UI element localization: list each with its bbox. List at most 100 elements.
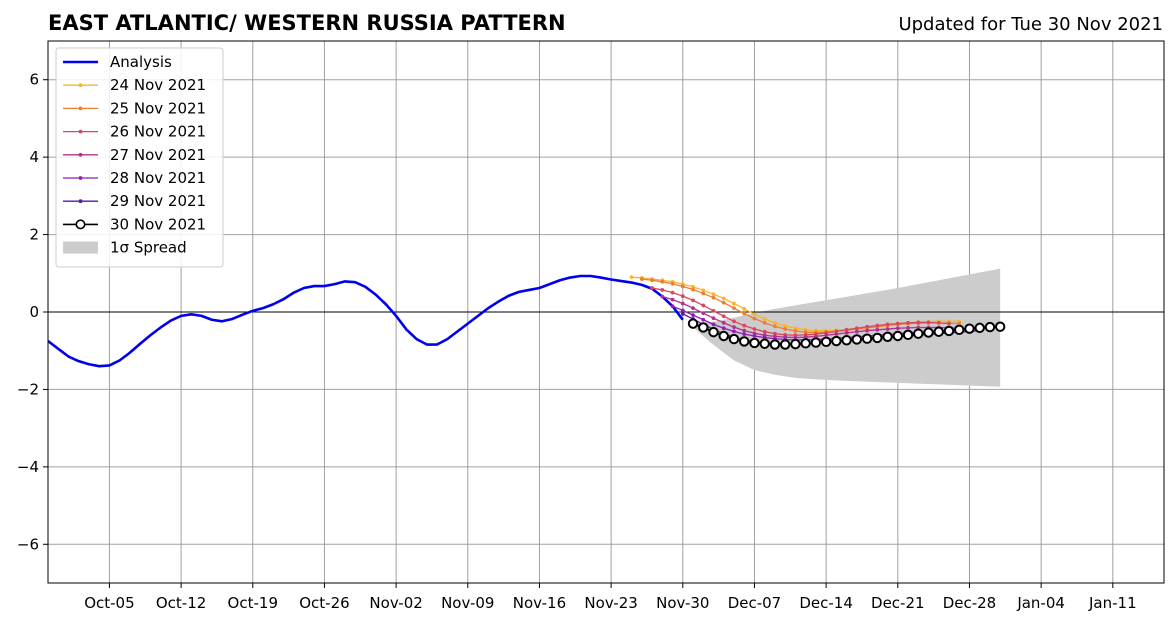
forecast-marker <box>718 330 729 342</box>
plot-content <box>48 268 1164 387</box>
legend-label: 25 Nov 2021 <box>110 99 206 117</box>
legend-marker <box>78 106 83 111</box>
forecast-marker <box>708 326 719 338</box>
forecast-marker <box>885 327 890 331</box>
forecast-marker <box>762 329 767 334</box>
forecast-marker <box>865 324 870 329</box>
forecast-marker <box>711 292 716 297</box>
forecast-marker <box>698 322 709 333</box>
legend-label: 26 Nov 2021 <box>110 123 206 141</box>
forecast-marker <box>854 329 859 334</box>
forecast-marker <box>721 314 726 319</box>
forecast-marker <box>687 318 699 329</box>
legend-label: 28 Nov 2021 <box>110 169 206 187</box>
forecast-marker <box>865 328 870 333</box>
legend-label: 30 Nov 2021 <box>110 215 206 233</box>
y-tick-label: −6 <box>17 535 39 553</box>
x-tick-label: Oct-05 <box>84 594 134 612</box>
forecast-marker <box>875 323 880 328</box>
x-tick-label: Jan-04 <box>1016 594 1065 612</box>
legend-marker <box>78 199 83 204</box>
y-tick-label: 0 <box>29 303 39 321</box>
x-tick-label: Nov-23 <box>584 594 637 612</box>
forecast-marker <box>790 338 801 350</box>
forecast-marker <box>885 322 890 327</box>
forecast-marker <box>933 326 944 337</box>
forecast-marker <box>680 294 685 299</box>
forecast-marker <box>779 339 791 350</box>
forecast-marker <box>936 320 941 325</box>
forecast-marker <box>752 327 757 331</box>
forecast-marker <box>691 298 695 303</box>
legend-marker <box>78 129 83 134</box>
forecast-marker <box>742 306 747 311</box>
analysis-line <box>48 274 684 368</box>
legend-marker <box>78 83 83 88</box>
forecast-marker <box>964 323 975 334</box>
forecast-marker <box>772 324 777 329</box>
y-tick-label: 6 <box>29 71 39 89</box>
legend-swatch <box>63 241 98 254</box>
legend-label: 1σ Spread <box>110 239 187 257</box>
forecast-marker <box>742 328 747 333</box>
forecast-marker <box>721 326 726 331</box>
forecast-marker <box>691 306 695 311</box>
forecast-marker <box>974 322 985 334</box>
forecast-marker <box>954 324 965 336</box>
forecast-marker <box>800 338 811 349</box>
x-tick-label: Dec-21 <box>871 594 925 612</box>
forecast-marker <box>691 313 695 318</box>
forecast-marker <box>639 277 644 282</box>
forecast-marker <box>923 327 934 338</box>
forecast-marker <box>844 330 849 335</box>
legend-label: 29 Nov 2021 <box>110 192 206 210</box>
forecast-marker <box>650 286 655 290</box>
forecast-marker <box>670 304 675 309</box>
y-tick-label: −2 <box>17 380 39 398</box>
forecast-marker <box>841 335 852 346</box>
x-tick-label: Nov-09 <box>441 594 494 612</box>
chart-title: EAST ATLANTIC/ WESTERN RUSSIA PATTERN <box>48 11 566 35</box>
forecast-marker <box>711 308 716 313</box>
forecast-marker <box>861 333 873 344</box>
chart-subtitle: Updated for Tue 30 Nov 2021 <box>898 14 1163 35</box>
forecast-marker <box>913 328 924 339</box>
x-tick-label: Nov-16 <box>513 594 566 612</box>
forecast-marker <box>742 332 747 337</box>
forecast-marker <box>680 301 685 306</box>
forecast-marker <box>902 329 914 341</box>
forecast-marker <box>728 333 740 345</box>
forecast-marker <box>906 325 910 330</box>
forecast-marker <box>721 296 726 301</box>
x-tick-label: Jan-11 <box>1088 594 1137 612</box>
forecast-marker <box>895 321 900 326</box>
forecast-marker <box>752 316 757 321</box>
forecast-marker <box>670 281 675 286</box>
plot-area: Oct-05 Oct-12 Oct-19 Oct-26 Nov-02 Nov-09 Nov-… <box>17 40 1165 612</box>
forecast-marker <box>906 320 910 325</box>
forecast-marker <box>943 325 955 337</box>
forecast-marker <box>650 278 655 283</box>
forecast-marker <box>810 337 822 348</box>
x-tick-label: Nov-02 <box>369 594 422 612</box>
forecast-marker <box>742 323 747 328</box>
forecast-marker <box>721 300 726 305</box>
legend-marker <box>75 219 86 230</box>
forecast-marker <box>772 320 777 325</box>
forecast-marker <box>820 336 832 348</box>
legend-box <box>55 47 224 268</box>
forecast-marker <box>783 327 788 331</box>
forecast-marker <box>732 306 736 311</box>
forecast-marker <box>670 290 675 295</box>
forecast-marker <box>721 320 726 325</box>
forecast-marker <box>854 326 859 331</box>
legend-label: 27 Nov 2021 <box>110 146 206 164</box>
forecast-marker <box>769 339 781 350</box>
x-tick-label: Oct-26 <box>299 594 349 612</box>
forecast-marker <box>742 311 747 316</box>
forecast-marker <box>851 334 863 345</box>
forecast-marker <box>831 335 842 347</box>
forecast-marker <box>759 338 770 349</box>
forecast-marker <box>994 321 1006 332</box>
